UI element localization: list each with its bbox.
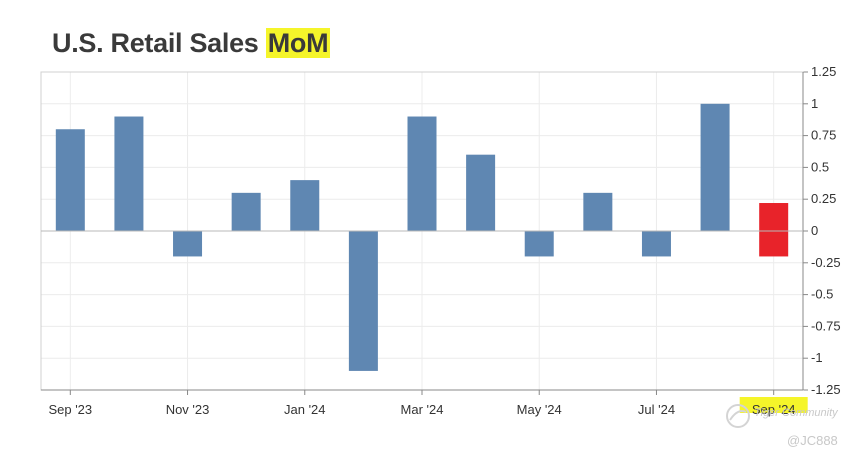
y-tick-label: -0.25 [811,255,841,270]
x-tick-label: Jan '24 [284,402,326,417]
x-tick-label: Nov '23 [166,402,210,417]
x-tick-label: May '24 [517,402,562,417]
y-tick-label: -0.75 [811,318,841,333]
y-tick-label: 0.25 [811,191,836,206]
y-tick-label: 0 [811,223,818,238]
tick-labels: 1.25 1 0.75 0.5 0.25 0 -0.25 -0.5 -0.75 -1 -1.25 Se… [48,64,840,417]
axes [40,71,808,395]
bar [466,154,496,231]
bar [55,129,85,231]
bar [173,231,203,257]
y-tick-label: -1 [811,350,823,365]
bar [583,192,613,231]
y-tick-label: 0.75 [811,128,836,143]
bar [524,231,554,257]
bar [348,231,378,371]
bar [641,231,671,257]
y-tick-label: 1 [811,96,818,111]
pending-bar [759,203,789,257]
watermark-brand: Tiger Community [754,407,838,419]
y-tick-label: -1.25 [811,382,841,397]
bar [407,116,437,231]
x-tick-label: Sep '24 [752,402,796,417]
x-tick-label: Mar '24 [401,402,444,417]
tiger-logo-icon [726,404,750,428]
x-tick-highlight [739,397,808,413]
chart-title-highlight: MoM [265,28,331,58]
x-tick-label: Jul '24 [638,402,675,417]
y-tick-label: 0.5 [811,159,829,174]
x-tick-label: Sep '23 [48,402,92,417]
chart-title: U.S. Retail Sales MoM [52,28,331,59]
bar [231,192,261,231]
y-tick-label: -0.5 [811,287,833,302]
y-tick-label: 1.25 [811,64,836,79]
bar [290,180,320,231]
watermark-user: @JC888 [787,433,838,448]
bars [55,103,789,371]
bar [700,103,730,231]
bar [114,116,144,231]
chart-title-main: U.S. Retail Sales [52,28,266,58]
